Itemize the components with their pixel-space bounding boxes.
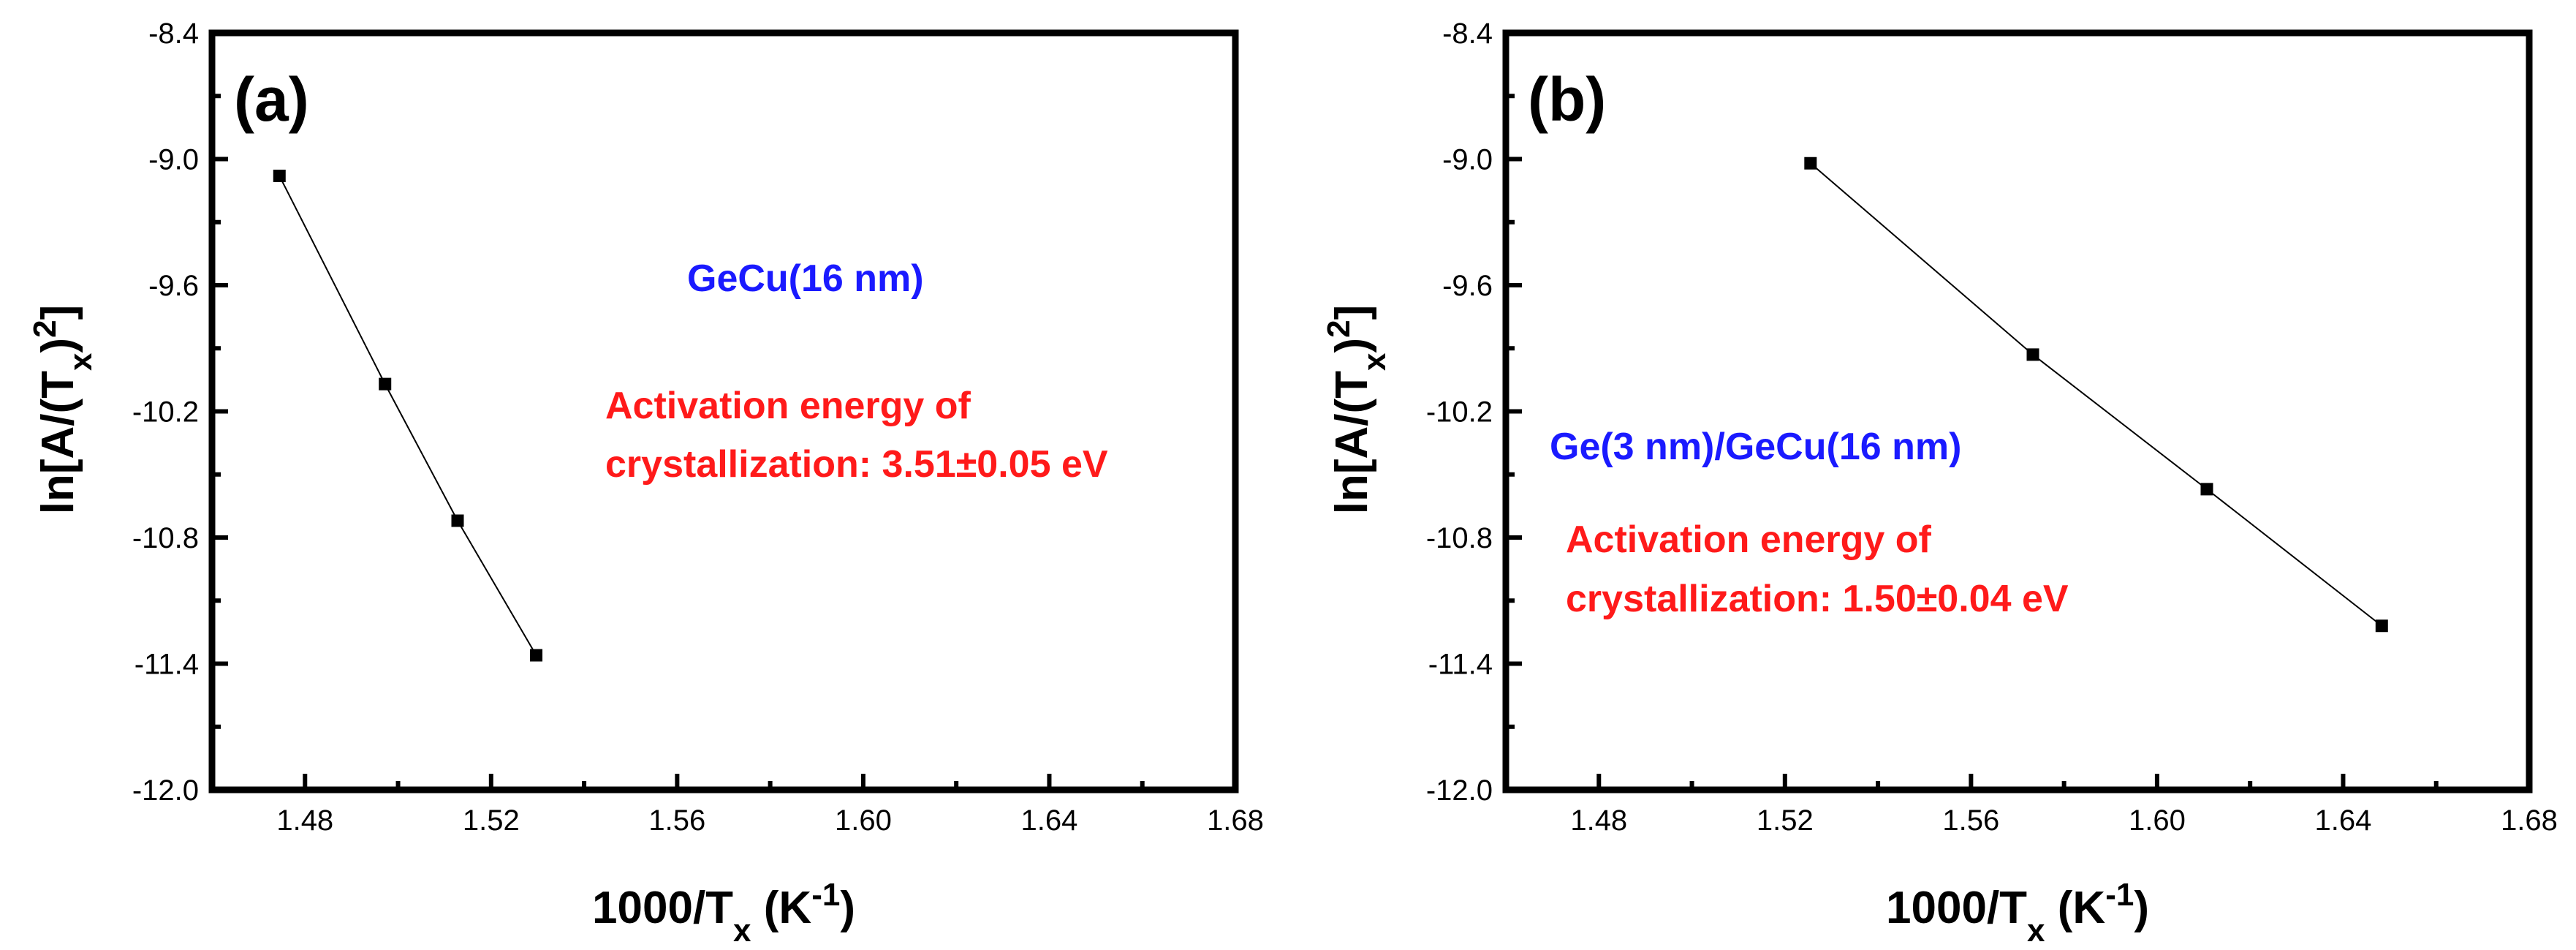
panel-a-x-axis-title: 1000/Tx (K-1) — [592, 877, 855, 949]
panel-b-label: (b) — [1528, 65, 1606, 134]
panel-b-x-tick-label: 1.52 — [1757, 804, 1814, 837]
panel-b-y-tick-label: -11.4 — [1428, 649, 1493, 681]
panel-b: 1.48 1.52 1.56 1.60 1.64 1.68 -8.4 -9.0 -9.6 -10.… — [1321, 18, 2558, 949]
panel-b-y-tick-label: -9.0 — [1442, 144, 1493, 176]
panel-b-data-point — [2200, 483, 2213, 496]
panel-a-data-point — [451, 514, 464, 527]
panel-a-energy-line1: Activation energy of — [605, 385, 971, 427]
panel-a-x-tick-label: 1.48 — [276, 804, 333, 837]
panel-a-x-tick-label: 1.64 — [1021, 804, 1078, 837]
panel-b-x-axis-title: 1000/Tx (K-1) — [1886, 877, 2149, 949]
panel-b-x-tick-label: 1.56 — [1942, 804, 1999, 837]
panel-b-ticks — [1504, 31, 2531, 792]
panel-b-x-tick-label: 1.60 — [2129, 804, 2186, 837]
panel-a-y-tick-label: -10.8 — [132, 522, 199, 554]
panel-b-x-tick-label: 1.68 — [2501, 804, 2558, 837]
panel-a-data-point — [530, 649, 543, 662]
panel-a-sample-label: GeCu(16 nm) — [687, 257, 924, 300]
panel-b-frame — [1502, 29, 2533, 793]
panel-b-x-tick-label: 1.48 — [1570, 804, 1627, 837]
panel-a-x-tick-label: 1.60 — [835, 804, 892, 837]
panel-a-data-point — [379, 377, 392, 391]
panel-b-data-point — [2375, 619, 2388, 633]
panel-a-ticks — [210, 31, 1238, 792]
panel-a-y-tick-label: -9.6 — [148, 270, 199, 302]
panel-b-sample-label: Ge(3 nm)/GeCu(16 nm) — [1550, 426, 1961, 468]
panel-a-y-tick-label: -8.4 — [148, 18, 199, 50]
panel-a-y-tick-label: -10.2 — [132, 396, 199, 429]
panel-a-label: (a) — [234, 65, 309, 134]
panel-a-series — [273, 170, 543, 662]
panel-a: 1.48 1.52 1.56 1.60 1.64 1.68 -8.4 -9.0 -9.6 -10.… — [27, 18, 1264, 949]
panel-b-x-tick-label: 1.64 — [2315, 804, 2372, 837]
panel-b-tick-labels: 1.48 1.52 1.56 1.60 1.64 1.68 -8.4 -9.0 -9.6 -10.… — [1426, 18, 2558, 837]
panel-a-y-tick-label: -9.0 — [148, 144, 199, 176]
panel-b-data-point — [1804, 157, 1817, 170]
panel-b-energy-line2: crystallization: 1.50±0.04 eV — [1566, 578, 2069, 620]
panel-a-x-tick-label: 1.68 — [1207, 804, 1264, 837]
panel-b-y-tick-label: -12.0 — [1426, 774, 1493, 807]
panel-a-series-line — [279, 176, 537, 656]
panel-a-x-tick-label: 1.52 — [463, 804, 520, 837]
panel-b-y-tick-label: -10.8 — [1426, 522, 1493, 554]
panel-b-y-tick-label: -10.2 — [1426, 396, 1493, 429]
panel-b-series-line — [1810, 162, 2382, 627]
panel-a-x-tick-label: 1.56 — [648, 804, 705, 837]
panel-b-y-axis-title: ln[A/(Tx)2] — [1321, 305, 1393, 515]
panel-a-data-point — [273, 170, 286, 182]
panel-a-tick-labels: 1.48 1.52 1.56 1.60 1.64 1.68 -8.4 -9.0 -9.6 -10.… — [132, 18, 1264, 837]
panel-b-data-point — [2026, 348, 2039, 361]
panel-a-y-tick-label: -11.4 — [135, 649, 199, 681]
panel-a-y-axis-title: ln[A/(Tx)2] — [27, 305, 99, 515]
panel-b-energy-line1: Activation energy of — [1566, 519, 1932, 561]
panel-a-y-tick-label: -12.0 — [132, 774, 199, 807]
panel-b-series — [1804, 157, 2388, 633]
panel-a-energy-line2: crystallization: 3.51±0.05 eV — [605, 443, 1108, 486]
panel-b-y-tick-label: -9.6 — [1442, 270, 1493, 302]
panel-b-y-tick-label: -8.4 — [1442, 18, 1493, 50]
